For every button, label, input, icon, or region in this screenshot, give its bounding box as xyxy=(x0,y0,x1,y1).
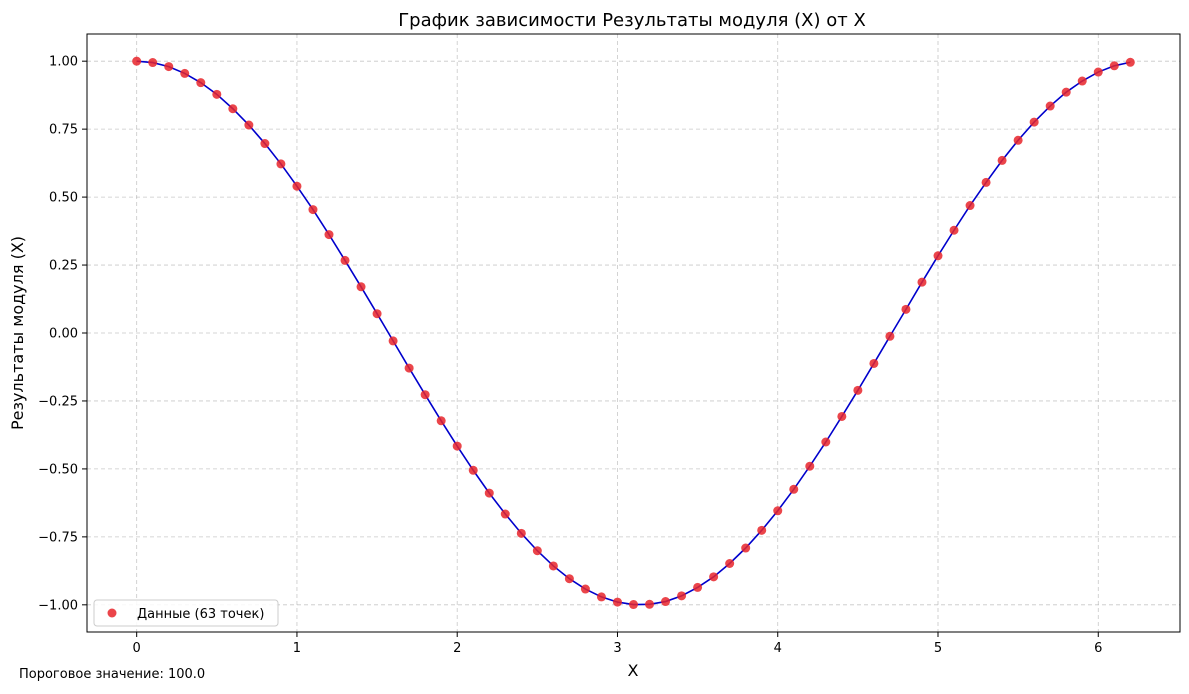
data-point xyxy=(356,282,366,292)
data-point xyxy=(516,528,526,538)
data-point xyxy=(564,574,574,584)
data-point xyxy=(324,230,334,240)
data-point xyxy=(805,461,815,471)
threshold-note: Пороговое значение: 100.0 xyxy=(19,667,206,682)
data-point xyxy=(757,525,767,535)
data-point xyxy=(885,331,895,341)
data-point xyxy=(965,201,975,211)
y-tick-label: −1.00 xyxy=(38,598,78,613)
data-point xyxy=(1013,135,1023,145)
data-point xyxy=(484,488,494,498)
data-point xyxy=(933,251,943,261)
data-point xyxy=(901,304,911,314)
data-point xyxy=(1061,87,1071,97)
data-point xyxy=(645,599,655,609)
data-point xyxy=(420,390,430,400)
y-ticks: −1.00 −0.75 −0.50 −0.25 0.00 0.25 0.50 0.75 1.00 xyxy=(38,55,87,613)
y-tick-label: −0.25 xyxy=(38,394,78,409)
data-point xyxy=(1109,61,1119,71)
legend-label: Данные (63 точек) xyxy=(137,607,264,622)
x-tick-label: 4 xyxy=(774,641,782,656)
data-point xyxy=(981,177,991,187)
data-point xyxy=(500,509,510,519)
data-point xyxy=(869,358,879,368)
data-point xyxy=(452,441,462,451)
data-point xyxy=(292,181,302,191)
data-point xyxy=(164,62,174,72)
x-tick-label: 5 xyxy=(934,641,942,656)
x-tick-label: 6 xyxy=(1094,641,1102,656)
legend-marker xyxy=(107,608,117,618)
data-point xyxy=(372,309,382,319)
data-point xyxy=(196,78,206,88)
data-point xyxy=(629,600,638,610)
y-tick-label: 1.00 xyxy=(49,55,78,70)
x-tick-label: 2 xyxy=(453,641,461,656)
data-point xyxy=(1029,117,1039,127)
data-point xyxy=(612,597,622,607)
chart-title: График зависимости Результаты модуля (X)… xyxy=(398,10,866,31)
data-point xyxy=(436,416,446,426)
data-point xyxy=(468,465,478,475)
x-tick-label: 0 xyxy=(133,641,141,656)
data-point xyxy=(596,592,606,602)
data-point xyxy=(548,561,558,571)
y-tick-label: −0.50 xyxy=(38,462,78,477)
data-point xyxy=(1045,101,1055,111)
data-point xyxy=(725,559,735,569)
data-point xyxy=(404,363,414,373)
data-point xyxy=(532,546,542,556)
data-point xyxy=(837,411,847,421)
y-tick-label: 0.50 xyxy=(49,191,78,206)
data-point xyxy=(340,255,350,265)
data-point xyxy=(580,584,590,594)
legend-box xyxy=(93,599,279,627)
data-point xyxy=(1093,67,1103,77)
legend: Данные (63 точек) xyxy=(93,599,279,627)
data-point xyxy=(821,437,831,447)
data-point xyxy=(997,155,1007,165)
data-point xyxy=(260,139,270,149)
data-point xyxy=(1125,57,1135,67)
y-tick-label: 0.75 xyxy=(49,123,78,138)
x-tick-label: 1 xyxy=(293,641,301,656)
y-tick-label: −0.75 xyxy=(38,530,78,545)
y-tick-label: 0.25 xyxy=(49,259,78,274)
data-point xyxy=(244,120,254,130)
data-point xyxy=(853,385,863,395)
data-point xyxy=(677,591,687,601)
y-tick-label: 0.00 xyxy=(49,327,78,342)
data-point xyxy=(388,336,398,346)
data-point xyxy=(709,572,719,582)
x-ticks: 0 1 2 3 4 5 6 xyxy=(133,632,1102,656)
data-point xyxy=(148,58,158,68)
data-point xyxy=(773,506,783,516)
series-points xyxy=(132,56,1135,610)
data-point xyxy=(276,159,286,169)
data-point xyxy=(661,597,671,607)
x-axis-label: X xyxy=(628,661,639,680)
x-tick-label: 3 xyxy=(613,641,621,656)
data-point xyxy=(917,277,927,287)
y-axis-label: Результаты модуля (X) xyxy=(8,236,27,430)
data-point xyxy=(789,484,799,494)
data-point xyxy=(180,68,190,78)
data-point xyxy=(132,56,142,66)
data-point xyxy=(228,104,238,114)
data-point xyxy=(741,543,751,553)
data-point xyxy=(1077,76,1087,86)
data-point xyxy=(949,225,959,235)
data-point xyxy=(212,89,222,99)
data-point xyxy=(693,582,703,592)
data-point xyxy=(308,205,318,215)
